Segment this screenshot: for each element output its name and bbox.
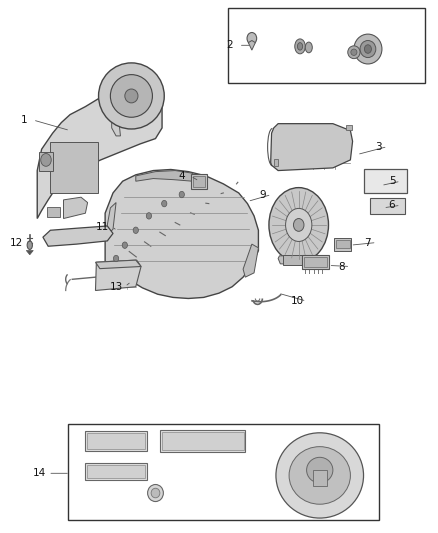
Polygon shape xyxy=(37,88,162,219)
Ellipse shape xyxy=(351,49,357,55)
Bar xyxy=(228,8,425,83)
Bar xyxy=(68,424,379,520)
Bar xyxy=(364,169,407,193)
Bar xyxy=(274,159,278,166)
Polygon shape xyxy=(43,226,113,246)
Ellipse shape xyxy=(286,208,312,241)
Ellipse shape xyxy=(27,241,32,249)
Polygon shape xyxy=(112,115,120,136)
Bar xyxy=(85,463,147,480)
Text: 5: 5 xyxy=(389,176,396,186)
Polygon shape xyxy=(105,169,258,298)
Bar xyxy=(334,238,351,251)
Ellipse shape xyxy=(354,34,382,64)
Bar xyxy=(313,470,327,486)
Bar xyxy=(87,433,145,449)
Bar xyxy=(302,255,328,269)
Ellipse shape xyxy=(307,457,333,483)
Polygon shape xyxy=(278,256,320,265)
Polygon shape xyxy=(271,124,353,171)
Bar xyxy=(39,152,53,171)
Text: 10: 10 xyxy=(291,296,304,306)
Ellipse shape xyxy=(133,227,138,233)
Polygon shape xyxy=(64,197,88,219)
Polygon shape xyxy=(26,251,33,255)
Text: 13: 13 xyxy=(110,282,123,292)
Polygon shape xyxy=(248,41,255,50)
Text: 1: 1 xyxy=(21,115,28,125)
Bar xyxy=(193,176,205,187)
Ellipse shape xyxy=(113,255,119,262)
Text: 11: 11 xyxy=(96,222,110,231)
Ellipse shape xyxy=(146,213,152,219)
Bar xyxy=(191,174,207,189)
Text: 6: 6 xyxy=(389,200,396,210)
Ellipse shape xyxy=(122,242,127,248)
Ellipse shape xyxy=(276,433,364,518)
Text: 9: 9 xyxy=(259,190,266,199)
Polygon shape xyxy=(95,260,141,269)
Bar xyxy=(160,430,245,452)
Ellipse shape xyxy=(110,75,152,117)
Bar xyxy=(370,198,405,214)
Polygon shape xyxy=(95,260,141,290)
Ellipse shape xyxy=(293,219,304,231)
Text: 8: 8 xyxy=(338,262,345,271)
Bar xyxy=(87,465,145,478)
Bar xyxy=(336,240,350,248)
Ellipse shape xyxy=(125,89,138,103)
Ellipse shape xyxy=(162,200,167,207)
Text: 14: 14 xyxy=(33,469,46,478)
Ellipse shape xyxy=(348,46,360,59)
Text: 12: 12 xyxy=(10,238,23,247)
Text: 2: 2 xyxy=(226,41,233,50)
Ellipse shape xyxy=(289,447,350,504)
Bar xyxy=(162,432,244,450)
Ellipse shape xyxy=(179,191,184,198)
Bar xyxy=(85,431,147,451)
Ellipse shape xyxy=(297,43,303,50)
Ellipse shape xyxy=(99,63,164,129)
Polygon shape xyxy=(243,244,258,277)
Ellipse shape xyxy=(247,33,257,44)
Ellipse shape xyxy=(305,42,312,53)
Bar xyxy=(47,207,60,217)
Bar xyxy=(283,255,317,265)
Ellipse shape xyxy=(148,484,163,502)
Polygon shape xyxy=(136,171,193,181)
Bar xyxy=(50,142,98,193)
Text: 4: 4 xyxy=(178,171,185,181)
Ellipse shape xyxy=(269,188,328,262)
Text: 3: 3 xyxy=(375,142,382,151)
Ellipse shape xyxy=(41,154,51,166)
Ellipse shape xyxy=(151,488,160,498)
Ellipse shape xyxy=(295,39,305,54)
Text: 7: 7 xyxy=(364,238,371,247)
Ellipse shape xyxy=(364,45,371,53)
Polygon shape xyxy=(105,203,116,237)
Ellipse shape xyxy=(360,41,376,58)
Bar xyxy=(346,125,352,130)
Bar xyxy=(304,257,327,266)
